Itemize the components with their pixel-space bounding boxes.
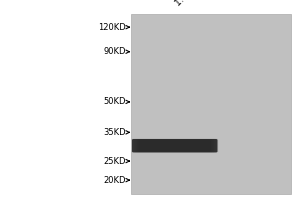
Text: 20KD: 20KD: [104, 176, 130, 185]
Text: 90KD: 90KD: [104, 47, 130, 56]
Text: 35KD: 35KD: [104, 128, 130, 137]
Text: 50KD: 50KD: [104, 97, 130, 106]
Text: 25KD: 25KD: [104, 157, 130, 166]
Text: 120KD: 120KD: [99, 23, 130, 32]
Text: 1. 25μg: 1. 25μg: [174, 0, 204, 8]
